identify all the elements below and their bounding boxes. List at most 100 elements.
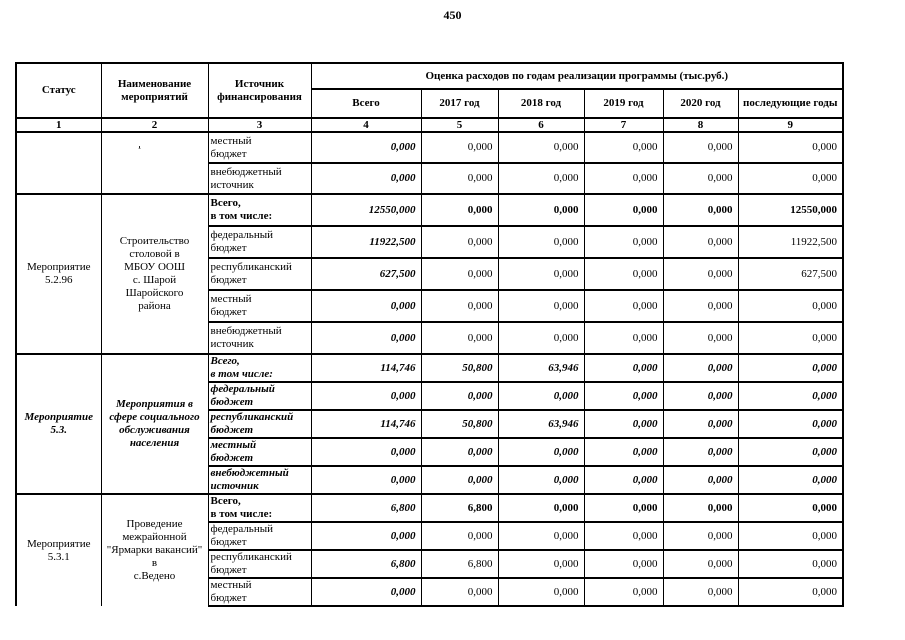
value-2017: 0,000 xyxy=(420,521,499,551)
value-2019: 0,000 xyxy=(583,409,664,439)
source-cell: республиканский бюджет xyxy=(207,257,312,291)
value-2019: 0,000 xyxy=(583,493,664,523)
value-subsequent: 0,000 xyxy=(737,321,844,355)
colnum-6: 6 xyxy=(497,117,585,133)
name-cell: Проведение межрайонной "Ярмарки вакансий… xyxy=(100,493,209,606)
value-2017: 0,000 xyxy=(420,193,499,227)
value-2017: 0,000 xyxy=(420,381,499,411)
value-2019: 0,000 xyxy=(583,577,664,607)
value-subsequent: 627,500 xyxy=(737,257,844,291)
value-2017: 6,800 xyxy=(420,493,499,523)
value-total: 6,800 xyxy=(310,493,422,523)
value-total: 12550,000 xyxy=(310,193,422,227)
status-cell: Мероприятие 5.3.1 xyxy=(15,493,102,606)
value-2017: 0,000 xyxy=(420,225,499,259)
value-total: 0,000 xyxy=(310,289,422,323)
status-cell xyxy=(15,131,102,195)
source-cell: республиканский бюджет xyxy=(207,409,312,439)
value-2020: 0,000 xyxy=(662,521,739,551)
source-cell: Всего, в том числе: xyxy=(207,493,312,523)
colnum-7: 7 xyxy=(583,117,664,133)
source-cell: Всего, в том числе: xyxy=(207,353,312,383)
colnum-2: 2 xyxy=(100,117,209,133)
value-2017: 0,000 xyxy=(420,162,499,195)
page-number: 450 xyxy=(443,8,462,22)
value-subsequent: 0,000 xyxy=(737,521,844,551)
value-2019: 0,000 xyxy=(583,353,664,383)
clipped-text: района xyxy=(105,146,205,151)
value-2018: 0,000 xyxy=(497,465,585,495)
value-2020: 0,000 xyxy=(662,549,739,579)
value-total: 0,000 xyxy=(310,577,422,607)
value-2019: 0,000 xyxy=(583,321,664,355)
value-2018: 0,000 xyxy=(497,257,585,291)
value-subsequent: 0,000 xyxy=(737,381,844,411)
header-year-2018: 2018 год xyxy=(497,88,585,119)
value-2020: 0,000 xyxy=(662,289,739,323)
value-2018: 0,000 xyxy=(497,437,585,467)
source-cell: федеральный бюджет xyxy=(207,521,312,551)
source-cell: местный бюджет xyxy=(207,437,312,467)
value-2020: 0,000 xyxy=(662,321,739,355)
value-2018: 0,000 xyxy=(497,225,585,259)
value-2019: 0,000 xyxy=(583,225,664,259)
value-subsequent: 12550,000 xyxy=(737,193,844,227)
source-cell: федеральный бюджет xyxy=(207,225,312,259)
value-2019: 0,000 xyxy=(583,289,664,323)
value-subsequent: 0,000 xyxy=(737,493,844,523)
header-year-2020: 2020 год xyxy=(662,88,739,119)
value-2020: 0,000 xyxy=(662,353,739,383)
header-year-2019: 2019 год xyxy=(583,88,664,119)
budget-table: Статус Наименование мероприятий Источник… xyxy=(15,62,845,607)
value-2020: 0,000 xyxy=(662,193,739,227)
status-cell: Мероприятие 5.2.96 xyxy=(15,193,102,355)
value-2020: 0,000 xyxy=(662,577,739,607)
value-total: 11922,500 xyxy=(310,225,422,259)
value-total: 0,000 xyxy=(310,381,422,411)
value-total: 0,000 xyxy=(310,437,422,467)
value-2019: 0,000 xyxy=(583,162,664,195)
value-2019: 0,000 xyxy=(583,381,664,411)
value-subsequent: 0,000 xyxy=(737,549,844,579)
value-subsequent: 0,000 xyxy=(737,577,844,607)
value-2018: 0,000 xyxy=(497,549,585,579)
value-total: 627,500 xyxy=(310,257,422,291)
value-2017: 6,800 xyxy=(420,549,499,579)
source-cell: местный бюджет xyxy=(207,577,312,607)
colnum-8: 8 xyxy=(662,117,739,133)
value-2018: 0,000 xyxy=(497,193,585,227)
value-total: 6,800 xyxy=(310,549,422,579)
header-total: Всего xyxy=(310,88,422,119)
value-2019: 0,000 xyxy=(583,257,664,291)
value-subsequent: 11922,500 xyxy=(737,225,844,259)
value-2019: 0,000 xyxy=(583,437,664,467)
value-2018: 0,000 xyxy=(497,131,585,164)
value-subsequent: 0,000 xyxy=(737,353,844,383)
value-2018: 0,000 xyxy=(497,162,585,195)
value-2017: 50,800 xyxy=(420,409,499,439)
colnum-5: 5 xyxy=(420,117,499,133)
value-total: 114,746 xyxy=(310,353,422,383)
value-2017: 0,000 xyxy=(420,289,499,323)
value-2018: 0,000 xyxy=(497,493,585,523)
value-2020: 0,000 xyxy=(662,257,739,291)
header-status: Статус xyxy=(15,62,102,119)
value-2018: 63,946 xyxy=(497,409,585,439)
value-2018: 0,000 xyxy=(497,289,585,323)
value-2017: 0,000 xyxy=(420,577,499,607)
value-total: 114,746 xyxy=(310,409,422,439)
value-2018: 63,946 xyxy=(497,353,585,383)
value-2017: 0,000 xyxy=(420,321,499,355)
value-subsequent: 0,000 xyxy=(737,289,844,323)
value-total: 0,000 xyxy=(310,465,422,495)
value-2019: 0,000 xyxy=(583,521,664,551)
value-2019: 0,000 xyxy=(583,131,664,164)
value-2017: 0,000 xyxy=(420,465,499,495)
source-cell: Всего, в том числе: xyxy=(207,193,312,227)
value-2020: 0,000 xyxy=(662,493,739,523)
name-cell: района xyxy=(100,131,209,195)
value-total: 0,000 xyxy=(310,321,422,355)
header-name: Наименование мероприятий xyxy=(100,62,209,119)
value-2020: 0,000 xyxy=(662,409,739,439)
value-subsequent: 0,000 xyxy=(737,437,844,467)
